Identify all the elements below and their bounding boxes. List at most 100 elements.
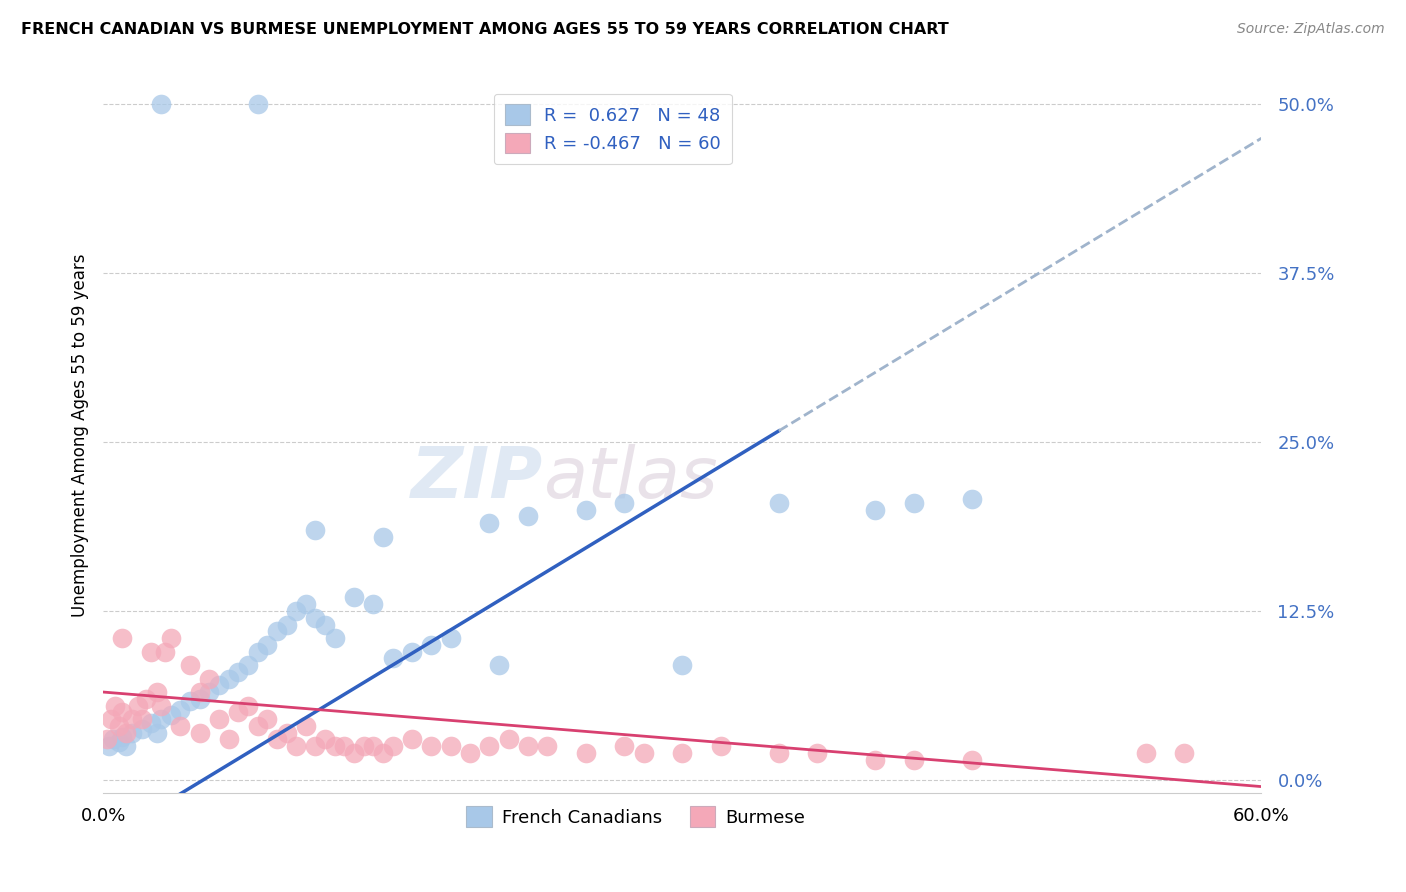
Point <box>478 516 501 531</box>
Point <box>208 712 231 726</box>
Point <box>208 678 231 692</box>
Point <box>401 644 423 658</box>
Point <box>179 694 201 708</box>
Point <box>536 739 558 753</box>
Point <box>146 725 169 739</box>
Point <box>266 624 288 639</box>
Point <box>420 638 443 652</box>
Point <box>107 719 129 733</box>
Point <box>903 496 925 510</box>
Point <box>903 753 925 767</box>
Point <box>671 746 693 760</box>
Point <box>363 739 385 753</box>
Point <box>381 651 404 665</box>
Point <box>198 672 221 686</box>
Point <box>1135 746 1157 760</box>
Point <box>613 739 636 753</box>
Point <box>226 665 249 679</box>
Point <box>768 496 790 510</box>
Point <box>439 631 461 645</box>
Y-axis label: Unemployment Among Ages 55 to 59 years: Unemployment Among Ages 55 to 59 years <box>72 253 89 617</box>
Point <box>323 631 346 645</box>
Point <box>343 746 366 760</box>
Point <box>135 691 157 706</box>
Point <box>179 658 201 673</box>
Point <box>516 739 538 753</box>
Point <box>498 732 520 747</box>
Point <box>420 739 443 753</box>
Point <box>323 739 346 753</box>
Point <box>285 604 308 618</box>
Point <box>97 739 120 753</box>
Point <box>100 712 122 726</box>
Text: Source: ZipAtlas.com: Source: ZipAtlas.com <box>1237 22 1385 37</box>
Point <box>633 746 655 760</box>
Point <box>107 735 129 749</box>
Point <box>671 658 693 673</box>
Point <box>865 753 887 767</box>
Point <box>153 644 176 658</box>
Point <box>516 509 538 524</box>
Point <box>488 658 510 673</box>
Point <box>150 712 173 726</box>
Point <box>458 746 481 760</box>
Point <box>159 708 181 723</box>
Point <box>710 739 733 753</box>
Point <box>141 644 163 658</box>
Point <box>111 631 134 645</box>
Point <box>146 685 169 699</box>
Point <box>285 739 308 753</box>
Point <box>218 732 240 747</box>
Point <box>575 502 598 516</box>
Point <box>439 739 461 753</box>
Point <box>131 712 153 726</box>
Point <box>343 591 366 605</box>
Point <box>806 746 828 760</box>
Point <box>115 725 138 739</box>
Point <box>371 530 394 544</box>
Point <box>188 685 211 699</box>
Point <box>141 716 163 731</box>
Point <box>575 746 598 760</box>
Point <box>960 753 983 767</box>
Point <box>111 706 134 720</box>
Point <box>314 732 336 747</box>
Point <box>246 719 269 733</box>
Point <box>101 732 124 747</box>
Point <box>115 739 138 753</box>
Point <box>960 491 983 506</box>
Point <box>401 732 423 747</box>
Point <box>304 739 326 753</box>
Point <box>768 746 790 760</box>
Point <box>353 739 375 753</box>
Point <box>236 658 259 673</box>
Point <box>613 496 636 510</box>
Point <box>304 611 326 625</box>
Point <box>226 706 249 720</box>
Point <box>150 698 173 713</box>
Point <box>276 617 298 632</box>
Point <box>127 698 149 713</box>
Point <box>159 631 181 645</box>
Point <box>246 644 269 658</box>
Point <box>150 97 173 112</box>
Point <box>246 97 269 112</box>
Text: atlas: atlas <box>543 444 718 513</box>
Point <box>121 712 143 726</box>
Point <box>295 719 318 733</box>
Point <box>188 691 211 706</box>
Point <box>218 672 240 686</box>
Legend: French Canadians, Burmese: French Canadians, Burmese <box>460 799 813 834</box>
Point <box>314 617 336 632</box>
Point <box>236 698 259 713</box>
Point <box>198 685 221 699</box>
Point <box>256 712 278 726</box>
Point <box>381 739 404 753</box>
Point <box>1173 746 1195 760</box>
Point <box>371 746 394 760</box>
Text: ZIP: ZIP <box>411 444 543 513</box>
Text: FRENCH CANADIAN VS BURMESE UNEMPLOYMENT AMONG AGES 55 TO 59 YEARS CORRELATION CH: FRENCH CANADIAN VS BURMESE UNEMPLOYMENT … <box>21 22 949 37</box>
Point <box>131 722 153 736</box>
Point <box>169 719 191 733</box>
Point <box>256 638 278 652</box>
